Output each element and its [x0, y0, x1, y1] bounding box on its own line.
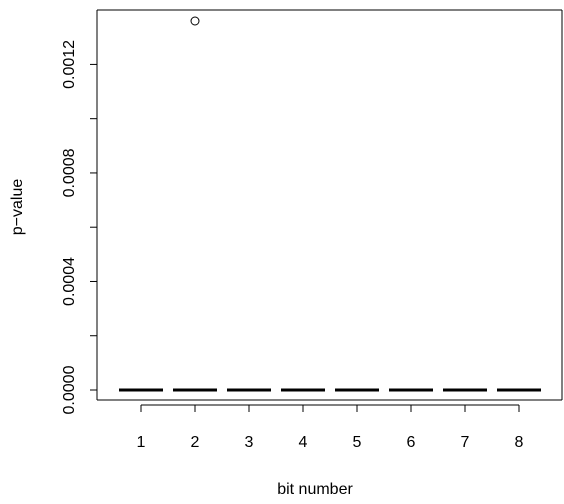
- x-tick-label: 2: [191, 434, 200, 451]
- x-tick-label: 7: [461, 434, 470, 451]
- y-axis-label: p−value: [9, 179, 26, 236]
- y-tick-label: 0.0012: [61, 40, 78, 89]
- outlier-point: [190, 16, 200, 26]
- x-tick-label: 4: [299, 434, 308, 451]
- y-tick-label: 0.0004: [61, 257, 78, 306]
- x-axis-label: bit number: [277, 481, 353, 498]
- y-tick-label: 0.0008: [61, 148, 78, 197]
- x-tick-label: 8: [515, 434, 524, 451]
- x-tick-label: 6: [407, 434, 416, 451]
- y-tick-label: 0.0000: [61, 365, 78, 414]
- x-tick-label: 5: [353, 434, 362, 451]
- x-tick-label: 3: [245, 434, 254, 451]
- x-tick-label: 1: [137, 434, 146, 451]
